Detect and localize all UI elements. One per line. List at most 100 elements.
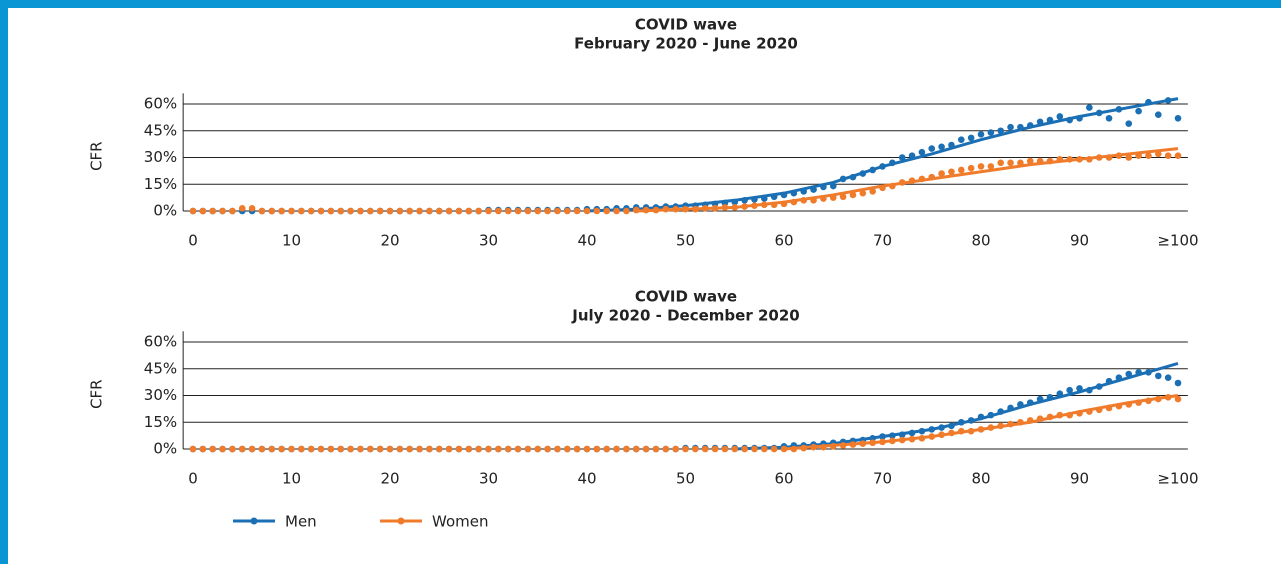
data-point bbox=[485, 445, 492, 453]
x-tick-label: 70 bbox=[873, 232, 892, 250]
data-point bbox=[1076, 385, 1083, 392]
data-point bbox=[869, 439, 876, 447]
data-point bbox=[593, 445, 601, 453]
y-tick-label: 0% bbox=[153, 202, 177, 220]
data-point bbox=[1026, 399, 1034, 406]
data-point bbox=[987, 163, 995, 170]
data-point bbox=[307, 445, 315, 453]
data-point bbox=[701, 205, 709, 212]
data-point bbox=[465, 207, 473, 215]
data-point bbox=[209, 207, 216, 215]
x-tick-label: 40 bbox=[577, 232, 596, 250]
data-point bbox=[751, 196, 758, 203]
data-point bbox=[1046, 157, 1054, 165]
data-point bbox=[1155, 111, 1162, 118]
data-point bbox=[829, 182, 837, 190]
data-point bbox=[426, 445, 433, 453]
data-point bbox=[189, 445, 197, 453]
data-point bbox=[1046, 393, 1054, 401]
data-point bbox=[987, 411, 995, 419]
data-point bbox=[741, 203, 748, 210]
legend-marker bbox=[397, 517, 405, 525]
data-point bbox=[1007, 123, 1014, 131]
data-point bbox=[534, 445, 542, 453]
data-point bbox=[790, 445, 798, 453]
data-point bbox=[1115, 374, 1123, 381]
data-point bbox=[761, 201, 768, 209]
data-point bbox=[219, 207, 226, 215]
data-point bbox=[879, 433, 886, 440]
data-point bbox=[918, 175, 926, 183]
data-point bbox=[761, 445, 768, 453]
data-point bbox=[751, 202, 758, 209]
data-point bbox=[1076, 410, 1083, 417]
fit-line bbox=[586, 97, 1179, 213]
data-point bbox=[258, 207, 266, 215]
y-tick-label: 15% bbox=[144, 175, 177, 193]
fit-line bbox=[734, 361, 1179, 451]
data-point bbox=[692, 205, 699, 213]
data-point bbox=[1164, 152, 1172, 160]
data-point bbox=[1155, 395, 1162, 403]
x-tick-label: 30 bbox=[479, 232, 498, 250]
data-point bbox=[317, 445, 325, 453]
data-point bbox=[849, 441, 857, 448]
data-point bbox=[248, 205, 256, 212]
data-point bbox=[524, 207, 532, 215]
frame-top bbox=[0, 0, 1281, 8]
data-point bbox=[869, 166, 876, 174]
data-point bbox=[829, 443, 837, 450]
y-tick-label: 45% bbox=[144, 121, 177, 139]
data-point bbox=[238, 445, 246, 453]
data-point bbox=[426, 207, 433, 215]
data-point bbox=[938, 424, 945, 431]
data-point bbox=[918, 427, 926, 435]
data-point bbox=[475, 445, 482, 453]
data-point bbox=[406, 207, 414, 215]
data-point bbox=[770, 193, 778, 201]
data-point bbox=[731, 445, 739, 453]
data-point bbox=[711, 205, 719, 212]
data-point bbox=[1135, 107, 1142, 115]
data-point bbox=[889, 159, 896, 167]
data-point bbox=[997, 159, 1004, 167]
data-point bbox=[859, 189, 867, 197]
data-point bbox=[948, 168, 955, 176]
data-point bbox=[820, 443, 827, 451]
data-point bbox=[859, 440, 867, 447]
data-point bbox=[327, 207, 335, 215]
data-point bbox=[869, 188, 876, 195]
data-point bbox=[800, 197, 807, 204]
legend-marker bbox=[250, 517, 258, 525]
data-point bbox=[1135, 369, 1142, 376]
x-tick-label: 0 bbox=[188, 470, 198, 488]
data-point bbox=[958, 418, 965, 426]
data-point bbox=[1066, 116, 1073, 124]
data-point bbox=[682, 445, 689, 453]
data-point bbox=[396, 207, 404, 215]
data-point bbox=[189, 207, 197, 215]
data-point bbox=[1086, 155, 1093, 163]
x-tick-label: 60 bbox=[774, 232, 793, 250]
data-point bbox=[238, 205, 246, 212]
data-point bbox=[1174, 379, 1182, 387]
data-point bbox=[367, 207, 374, 215]
x-tick-label: 10 bbox=[282, 232, 301, 250]
data-point bbox=[623, 445, 630, 453]
data-point bbox=[721, 204, 729, 211]
data-point bbox=[1105, 154, 1113, 161]
x-tick-label: 30 bbox=[479, 470, 498, 488]
data-point bbox=[790, 189, 798, 197]
data-point bbox=[603, 445, 610, 453]
data-point bbox=[1007, 420, 1014, 428]
y-tick-label: 0% bbox=[153, 440, 177, 458]
data-point bbox=[1095, 383, 1103, 390]
data-point bbox=[652, 206, 660, 214]
x-tick-label: 0 bbox=[188, 232, 198, 250]
data-point bbox=[948, 422, 955, 430]
data-point bbox=[307, 207, 315, 215]
x-tick-label: 80 bbox=[971, 232, 990, 250]
x-tick-label: 20 bbox=[380, 470, 399, 488]
data-point bbox=[367, 445, 374, 453]
